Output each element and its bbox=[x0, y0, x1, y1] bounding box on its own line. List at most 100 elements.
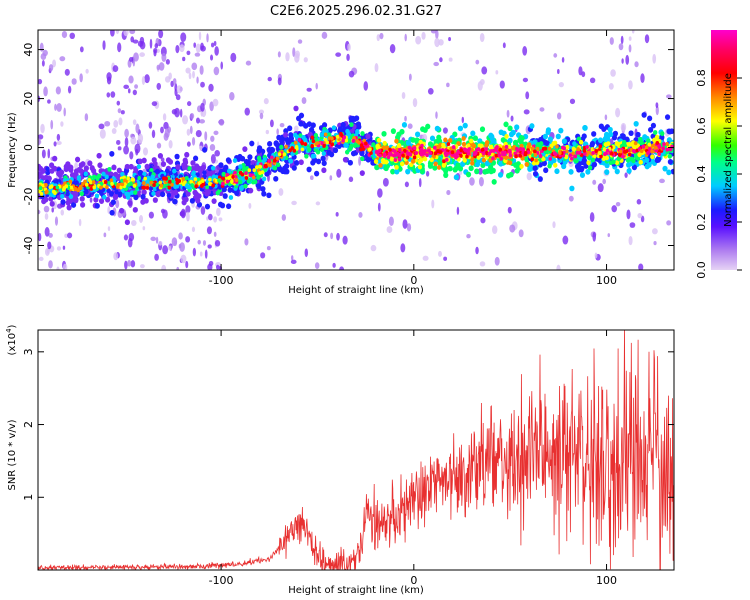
noise-point bbox=[111, 128, 117, 135]
ridge-point bbox=[558, 151, 562, 156]
ridge-point bbox=[243, 183, 248, 189]
ridge-point bbox=[60, 193, 65, 199]
ridge-point bbox=[425, 153, 429, 158]
ridge-point bbox=[258, 171, 262, 176]
noise-point bbox=[107, 226, 111, 232]
ridge-point bbox=[587, 165, 593, 171]
ridge-point bbox=[514, 124, 520, 131]
noise-point bbox=[210, 42, 215, 48]
noise-point bbox=[124, 260, 128, 270]
ridge-point bbox=[527, 142, 532, 148]
ridge-point bbox=[654, 134, 660, 140]
x-tick-label: 0 bbox=[410, 274, 417, 287]
noise-point bbox=[178, 244, 182, 249]
ridge-point bbox=[315, 141, 319, 146]
noise-point bbox=[106, 92, 111, 98]
ridge-point bbox=[310, 135, 315, 140]
ridge-point bbox=[246, 178, 251, 184]
ridge-point bbox=[617, 152, 622, 157]
noise-point bbox=[158, 30, 164, 39]
ridge-point bbox=[491, 156, 495, 161]
ridge-point bbox=[524, 161, 529, 167]
ridge-point bbox=[575, 150, 580, 155]
ridge-point bbox=[628, 130, 634, 137]
ridge-point bbox=[582, 148, 587, 153]
noise-point bbox=[628, 235, 633, 246]
ridge-point bbox=[647, 146, 652, 151]
ridge-point bbox=[79, 196, 85, 202]
ridge-point bbox=[558, 127, 564, 134]
ridge-point bbox=[304, 153, 309, 159]
noise-point bbox=[659, 178, 665, 184]
noise-point bbox=[163, 121, 169, 130]
ridge-point bbox=[225, 179, 230, 184]
ridge-point bbox=[660, 131, 665, 137]
ridge-point bbox=[402, 148, 407, 153]
noise-point bbox=[336, 168, 342, 178]
ridge-point bbox=[287, 125, 293, 132]
noise-point bbox=[199, 251, 203, 257]
ridge-point bbox=[311, 153, 317, 159]
ridge-point bbox=[126, 176, 130, 181]
noise-point bbox=[48, 233, 53, 238]
ridge-point bbox=[248, 187, 254, 194]
ridge-point bbox=[578, 139, 584, 145]
ridge-point bbox=[168, 179, 172, 184]
ridge-point bbox=[504, 134, 509, 139]
ridge-point bbox=[432, 145, 437, 150]
ridge-point bbox=[560, 145, 565, 150]
noise-point bbox=[260, 252, 266, 259]
ridge-point bbox=[313, 133, 319, 138]
noise-point bbox=[40, 53, 47, 61]
noise-point bbox=[189, 125, 193, 135]
ridge-point bbox=[565, 149, 569, 154]
noise-point bbox=[290, 255, 294, 261]
ridge-point bbox=[569, 185, 575, 192]
ridge-point bbox=[555, 133, 561, 140]
ridge-point bbox=[530, 157, 535, 162]
ridge-point bbox=[114, 189, 119, 195]
ridge-point bbox=[505, 172, 512, 179]
noise-point bbox=[107, 206, 111, 214]
ridge-point bbox=[247, 168, 252, 173]
ridge-point bbox=[623, 149, 627, 154]
noise-point bbox=[162, 209, 168, 219]
ridge-point bbox=[591, 131, 597, 137]
noise-point bbox=[315, 201, 321, 206]
noise-point bbox=[279, 123, 285, 128]
ridge-point bbox=[331, 125, 337, 131]
ridge-point bbox=[226, 176, 231, 180]
ridge-point bbox=[543, 167, 549, 174]
noise-point bbox=[304, 248, 309, 258]
noise-point bbox=[377, 188, 383, 198]
noise-point bbox=[404, 181, 409, 188]
noise-point bbox=[48, 260, 53, 269]
ridge-point bbox=[244, 171, 248, 176]
spectrogram-frame bbox=[37, 29, 675, 271]
ridge-point bbox=[481, 151, 486, 156]
ridge-point bbox=[351, 138, 356, 143]
ridge-point bbox=[533, 149, 537, 154]
noise-point bbox=[47, 99, 51, 104]
noise-point bbox=[185, 236, 191, 243]
ridge-point bbox=[41, 198, 47, 205]
ridge-point bbox=[538, 144, 543, 150]
ridge-point bbox=[639, 149, 644, 154]
ridge-point bbox=[296, 115, 302, 122]
noise-point bbox=[330, 232, 334, 240]
noise-point bbox=[285, 52, 290, 62]
ridge-point bbox=[202, 146, 208, 153]
noise-point bbox=[624, 172, 628, 178]
noise-point bbox=[132, 89, 137, 96]
noise-point bbox=[363, 81, 369, 91]
noise-point bbox=[54, 216, 59, 226]
noise-point bbox=[433, 61, 440, 67]
noise-point bbox=[314, 262, 320, 270]
ridge-point bbox=[586, 160, 591, 166]
ridge-point bbox=[96, 173, 102, 179]
noise-point bbox=[615, 107, 621, 118]
ridge-point bbox=[208, 181, 212, 186]
ridge-point bbox=[412, 155, 417, 160]
ridge-point bbox=[474, 161, 481, 168]
ridge-point bbox=[293, 105, 299, 112]
